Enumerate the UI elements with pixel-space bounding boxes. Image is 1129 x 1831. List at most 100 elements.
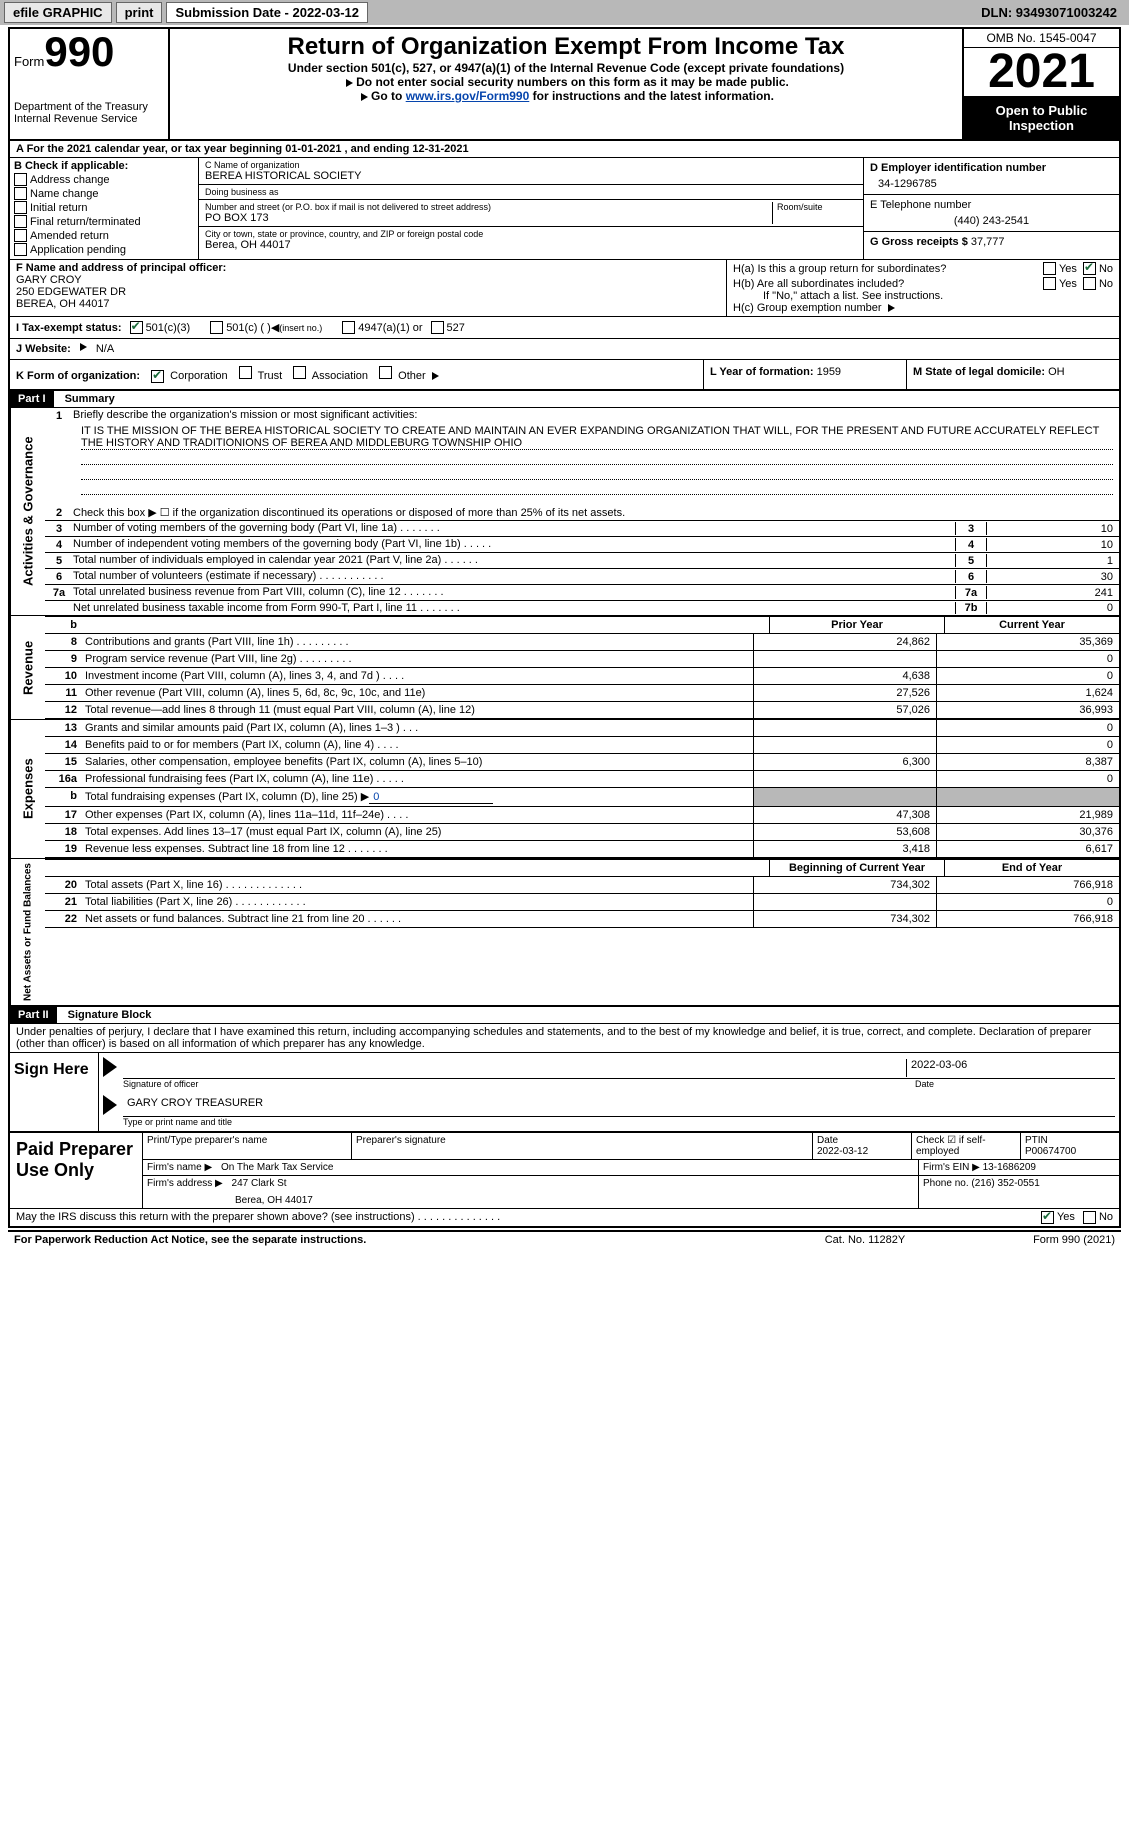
- self-employed-check: Check ☑ if self-employed: [912, 1133, 1021, 1159]
- org-name: BEREA HISTORICAL SOCIETY: [205, 170, 857, 182]
- part2-tag: Part II: [10, 1007, 57, 1023]
- line7a-value: 241: [987, 586, 1119, 599]
- tax-year: 2021: [964, 48, 1119, 97]
- sign-here-label: Sign Here: [10, 1053, 99, 1131]
- table-row: 18Total expenses. Add lines 13–17 (must …: [45, 824, 1119, 841]
- arrow-icon: [346, 79, 353, 87]
- firm-addr2: Berea, OH 44017: [147, 1189, 914, 1206]
- k-label: K Form of organization:: [16, 370, 140, 382]
- hb-note: If "No," attach a list. See instructions…: [733, 290, 1113, 302]
- side-net-assets: Net Assets or Fund Balances: [10, 859, 45, 1005]
- checkbox-4947[interactable]: [342, 321, 355, 334]
- table-row: 14Benefits paid to or for members (Part …: [45, 737, 1119, 754]
- form-title: Return of Organization Exempt From Incom…: [178, 33, 954, 61]
- sign-arrow-icon: [103, 1057, 117, 1077]
- j-label: J Website:: [16, 343, 71, 355]
- checkbox-final-return[interactable]: [14, 215, 27, 228]
- city-state-zip: Berea, OH 44017: [205, 239, 857, 251]
- c-dba-label: Doing business as: [205, 187, 857, 197]
- checkbox-app-pending[interactable]: [14, 243, 27, 256]
- perjury-declaration: Under penalties of perjury, I declare th…: [10, 1024, 1119, 1052]
- open-inspection-label: Open to Public Inspection: [964, 97, 1119, 139]
- current-year-header: Current Year: [944, 617, 1119, 633]
- firm-ein: 13-1686209: [983, 1162, 1036, 1173]
- checkbox-trust[interactable]: [239, 366, 252, 379]
- table-row: 9Program service revenue (Part VIII, lin…: [45, 651, 1119, 668]
- year-formation: 1959: [817, 366, 841, 378]
- firm-name: On The Mark Tax Service: [221, 1162, 333, 1173]
- checkbox-name-change[interactable]: [14, 187, 27, 200]
- table-row: 22Net assets or fund balances. Subtract …: [45, 911, 1119, 928]
- footer-form: Form 990 (2021): [965, 1234, 1115, 1246]
- checkbox-amended[interactable]: [14, 229, 27, 242]
- efile-label: efile GRAPHIC: [4, 2, 112, 23]
- line5-value: 1: [987, 554, 1119, 567]
- dept-label: Department of the Treasury Internal Reve…: [14, 101, 164, 125]
- irs-link[interactable]: www.irs.gov/Form990: [406, 89, 530, 103]
- c-city-label: City or town, state or province, country…: [205, 229, 857, 239]
- m-label: M State of legal domicile:: [913, 366, 1045, 378]
- c-room-label: Room/suite: [777, 202, 857, 212]
- table-row: 17Other expenses (Part IX, column (A), l…: [45, 807, 1119, 824]
- table-row: 11Other revenue (Part VIII, column (A), …: [45, 685, 1119, 702]
- arrow-icon: [80, 343, 87, 351]
- firm-addr1: 247 Clark St: [232, 1178, 287, 1189]
- state-domicile: OH: [1048, 366, 1065, 378]
- line1-label: Briefly describe the organization's miss…: [73, 409, 1119, 421]
- tel-label: E Telephone number: [870, 199, 1113, 211]
- gross-receipts: 37,777: [971, 236, 1005, 248]
- print-button[interactable]: print: [116, 2, 163, 23]
- table-row: 13Grants and similar amounts paid (Part …: [45, 720, 1119, 737]
- officer-addr2: BEREA, OH 44017: [16, 298, 720, 310]
- officer-addr1: 250 EDGEWATER DR: [16, 286, 720, 298]
- hb-no-checkbox[interactable]: [1083, 277, 1096, 290]
- end-year-header: End of Year: [944, 860, 1119, 876]
- arrow-icon: [361, 93, 368, 101]
- website-value: N/A: [96, 343, 114, 355]
- ha-yes-checkbox[interactable]: [1043, 262, 1056, 275]
- dln-label: DLN: 93493071003242: [981, 5, 1125, 20]
- hb-label: H(b) Are all subordinates included?: [733, 278, 1043, 290]
- sig-date: 2022-03-06: [906, 1059, 1111, 1077]
- line4-value: 10: [987, 538, 1119, 551]
- table-row: 12Total revenue—add lines 8 through 11 (…: [45, 702, 1119, 719]
- checkbox-assoc[interactable]: [293, 366, 306, 379]
- side-activities-governance: Activities & Governance: [10, 408, 45, 615]
- gross-receipts-label: G Gross receipts $: [870, 236, 968, 248]
- table-row: 10Investment income (Part VIII, column (…: [45, 668, 1119, 685]
- prior-year-header: Prior Year: [769, 617, 944, 633]
- side-expenses: Expenses: [10, 720, 45, 858]
- table-row: 20Total assets (Part X, line 16) . . . .…: [45, 877, 1119, 894]
- mission-text: IT IS THE MISSION OF THE BEREA HISTORICA…: [81, 425, 1113, 450]
- submission-date: Submission Date - 2022-03-12: [166, 2, 368, 23]
- ha-no-checkbox[interactable]: [1083, 262, 1096, 275]
- c-name-label: C Name of organization: [205, 160, 857, 170]
- arrow-icon: [888, 304, 895, 312]
- checkbox-501c3[interactable]: [130, 321, 143, 334]
- part2-title: Signature Block: [60, 1007, 160, 1023]
- telephone: (440) 243-2541: [870, 211, 1113, 227]
- hc-label: H(c) Group exemption number: [733, 302, 882, 314]
- f-label: F Name and address of principal officer:: [16, 262, 720, 274]
- discuss-no-checkbox[interactable]: [1083, 1211, 1096, 1224]
- table-row: 15Salaries, other compensation, employee…: [45, 754, 1119, 771]
- ptin-value: P00674700: [1025, 1146, 1115, 1157]
- preparer-date: 2022-03-12: [817, 1146, 907, 1157]
- row-a-calendar-year: A For the 2021 calendar year, or tax yea…: [10, 141, 1119, 158]
- top-toolbar: efile GRAPHIC print Submission Date - 20…: [0, 0, 1129, 25]
- form-990: Form990 Department of the Treasury Inter…: [8, 27, 1121, 1228]
- c-addr-label: Number and street (or P.O. box if mail i…: [205, 202, 768, 212]
- discuss-yes-checkbox[interactable]: [1041, 1211, 1054, 1224]
- checkbox-initial-return[interactable]: [14, 201, 27, 214]
- firm-phone: (216) 352-0551: [971, 1178, 1039, 1189]
- form-word: Form: [14, 54, 44, 69]
- checkbox-address-change[interactable]: [14, 173, 27, 186]
- checkbox-501c[interactable]: [210, 321, 223, 334]
- checkbox-other[interactable]: [379, 366, 392, 379]
- note-goto-pre: Go to: [371, 89, 406, 103]
- part1-tag: Part I: [10, 391, 54, 407]
- footer-paperwork: For Paperwork Reduction Act Notice, see …: [14, 1234, 765, 1246]
- hb-yes-checkbox[interactable]: [1043, 277, 1056, 290]
- checkbox-527[interactable]: [431, 321, 444, 334]
- checkbox-corp[interactable]: [151, 370, 164, 383]
